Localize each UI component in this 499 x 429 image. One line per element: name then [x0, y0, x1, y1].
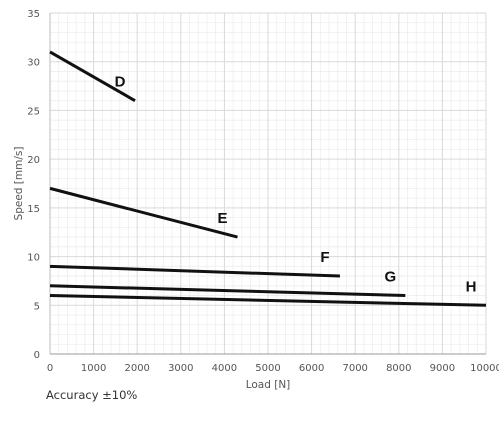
x-tick-label: 10000	[470, 363, 499, 374]
x-tick-label: 9000	[430, 363, 455, 374]
x-tick-label: 7000	[342, 363, 367, 374]
accuracy-note: Accuracy ±10%	[46, 388, 138, 402]
series-label-h: H	[466, 278, 477, 295]
axes	[49, 13, 486, 355]
series-lines	[49, 50, 487, 307]
series-label-g: G	[385, 269, 397, 286]
y-tick-label: 30	[27, 58, 40, 69]
series-line-g	[49, 284, 406, 298]
x-tick-label: 0	[47, 363, 53, 374]
x-tick-label: 2000	[124, 363, 149, 374]
y-axis-label: Speed [mm/s]	[13, 147, 25, 221]
y-tick-label: 10	[27, 253, 40, 264]
y-tick-label: 0	[34, 350, 40, 361]
y-tick-label: 5	[34, 301, 40, 312]
y-tick-label: 15	[27, 204, 40, 215]
minor-grid	[50, 13, 486, 354]
x-tick-label: 8000	[386, 363, 411, 374]
y-tick-label: 25	[27, 106, 40, 117]
y-tick-label: 20	[27, 155, 40, 166]
x-tick-label: 6000	[299, 363, 324, 374]
x-axis-label: Load [N]	[246, 379, 291, 391]
series-line-f	[49, 264, 340, 278]
series-labels: D E F G H	[115, 74, 477, 296]
series-label-e: E	[217, 210, 227, 227]
x-tick-label: 5000	[255, 363, 280, 374]
series-line-d	[49, 50, 136, 102]
x-tick-label: 3000	[168, 363, 193, 374]
x-tick-label: 1000	[81, 363, 106, 374]
series-label-d: D	[115, 74, 126, 91]
series-label-f: F	[320, 249, 329, 266]
tick-labels: 0 1000 2000 3000 4000 5000 6000 7000 8000 9000 100…	[27, 9, 499, 374]
series-line-e	[49, 186, 238, 239]
series-line-h	[49, 294, 487, 307]
y-tick-label: 35	[27, 9, 40, 20]
x-tick-label: 4000	[212, 363, 237, 374]
